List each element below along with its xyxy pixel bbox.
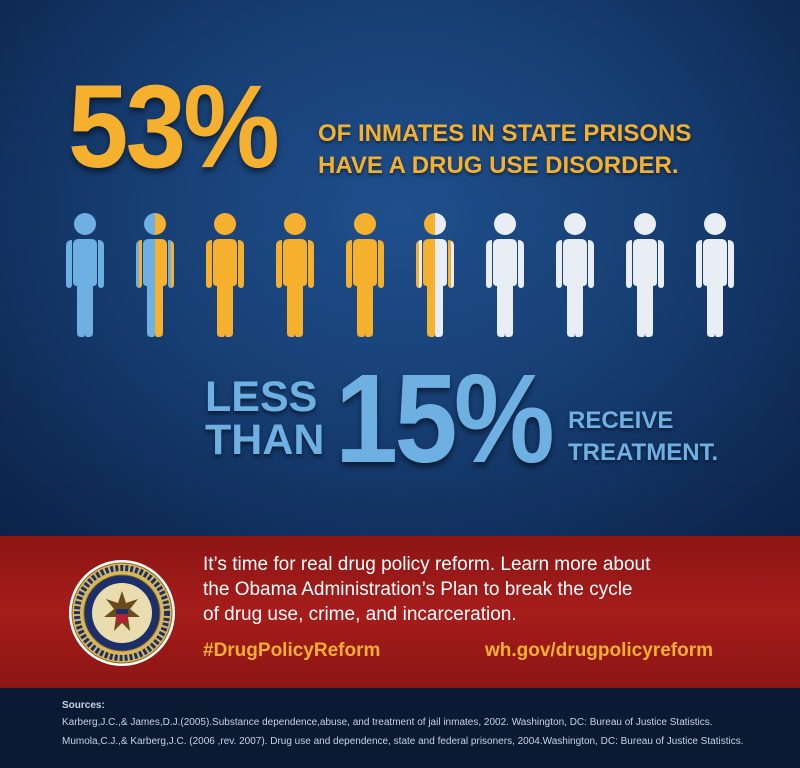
stats-panel: 53% OF INMATES IN STATE PRISONS HAVE A D… [0,0,800,536]
inmates-statement-line1: OF INMATES IN STATE PRISONS [318,120,692,147]
reform-message-line1: It’s time for real drug policy reform. L… [203,554,651,575]
reform-message: It’s time for real drug policy reform. L… [203,552,763,627]
person-figure-icon [60,212,110,337]
presidential-seal-icon [68,559,176,667]
sources-title: Sources: [62,700,105,711]
source-item: Karberg,J.C.,& James,D.J.(2005).Substanc… [62,717,713,728]
person-figure-icon [270,212,320,337]
source-item: Mumola,C.J.,& Karberg,J.C. (2006 ,rev. 2… [62,736,744,747]
person-figure-icon [200,212,250,337]
person-figure-icon [130,212,180,337]
person-figure-icon [620,212,670,337]
reform-message-line3: of drug use, crime, and incarceration. [203,604,517,625]
treatment-statement-line2: TREATMENT. [568,439,719,466]
sources-footer: Sources: Karberg,J.C.,& James,D.J.(2005)… [0,688,800,768]
treatment-statement: RECEIVE TREATMENT. [568,405,718,469]
less-than-label: LESS THAN [205,376,324,462]
inmates-percent: 53% [68,61,280,193]
reform-banner: It’s time for real drug policy reform. L… [0,536,800,688]
hashtag-link[interactable]: #DrugPolicyReform [203,640,381,661]
person-figure-icon [690,212,740,337]
website-link[interactable]: wh.gov/drugpolicyreform [484,640,713,661]
inmates-statement: OF INMATES IN STATE PRISONS HAVE A DRUG … [318,118,691,182]
treatment-statement-line1: RECEIVE [568,407,674,434]
less-word: LESS [205,373,318,421]
treatment-percent: 15% [335,348,555,489]
person-figure-icon [480,212,530,337]
reform-message-line2: the Obama Administration’s Plan to break… [203,579,633,600]
person-figure-icon [410,212,460,337]
person-figure-icon [550,212,600,337]
than-word: THAN [205,416,325,464]
people-figures [60,212,750,337]
person-figure-icon [340,212,390,337]
inmates-statement-line2: HAVE A DRUG USE DISORDER. [318,152,679,179]
